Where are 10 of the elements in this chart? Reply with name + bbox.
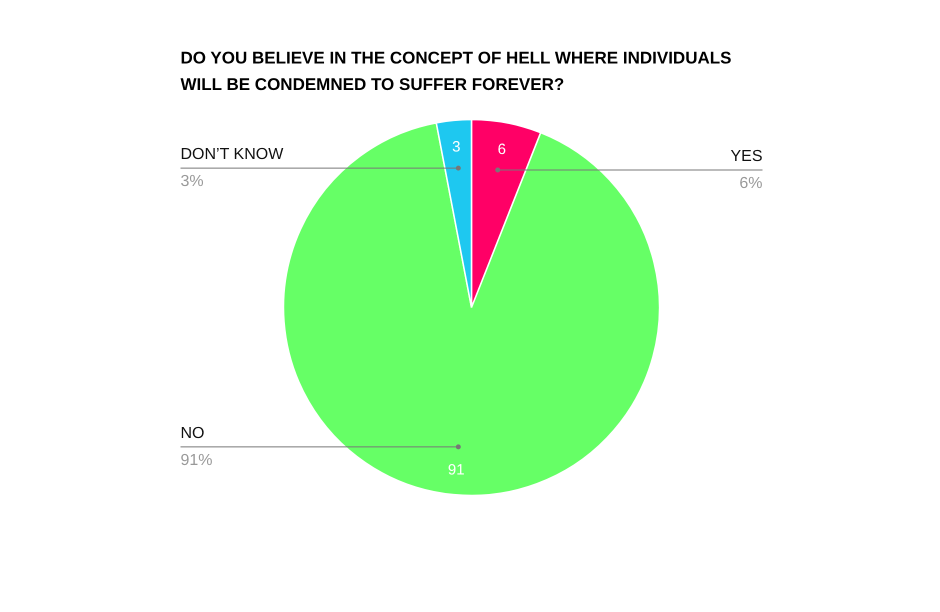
slice-label: YES	[730, 148, 762, 165]
chart-title: DO YOU BELIEVE IN THE CONCEPT OF HELL WHERE INDIVIDUALS WILL BE CONDEMNED TO SUFFER FOREVER?	[180, 48, 732, 94]
data-label: 6	[498, 140, 506, 158]
text: 3%	[180, 173, 204, 190]
slice-label: DON’T KNOW	[180, 146, 284, 164]
text: 6%	[739, 174, 762, 192]
data-label: 3	[452, 138, 460, 156]
slice-label: NO	[180, 424, 204, 442]
text: 91%	[180, 452, 213, 469]
data-label: 91	[448, 461, 465, 478]
